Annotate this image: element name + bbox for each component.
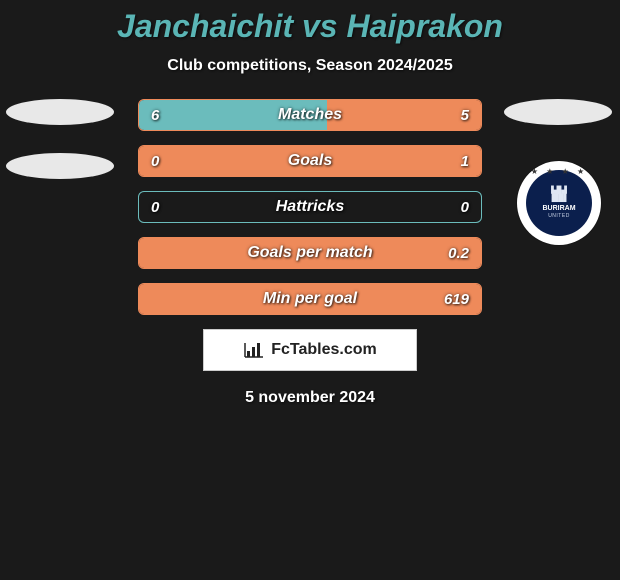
stat-label: Matches [139,106,481,124]
crest-team-sub: UNITED [548,213,570,219]
player-right-badges: ★ ★ ★ ★ ▙█▟▐██▌ BURIRAM UNITED [504,99,614,245]
crest-team-name: BURIRAM [542,205,575,212]
stat-value-right: 619 [444,291,469,308]
player-left-badges [6,99,116,207]
page-title: Janchaichit vs Haiprakon [0,0,620,45]
brand-box[interactable]: FcTables.com [203,329,417,371]
stat-row: 6Matches5 [138,99,482,131]
crest-stars-icon: ★ ★ ★ ★ [531,167,587,176]
left-ellipse-1 [6,99,114,125]
stat-label: Min per goal [139,290,481,308]
page-subtitle: Club competitions, Season 2024/2025 [0,57,620,75]
stat-row: Min per goal619 [138,283,482,315]
stat-label: Hattricks [139,198,481,216]
stat-rows: 6Matches50Goals10Hattricks0Goals per mat… [138,99,482,315]
right-ellipse-1 [504,99,612,125]
brand-text: FcTables.com [271,341,377,359]
stat-row: 0Goals1 [138,145,482,177]
stat-value-right: 0.2 [448,245,469,262]
comparison-container: ★ ★ ★ ★ ▙█▟▐██▌ BURIRAM UNITED 6Matches5… [0,99,620,407]
crest-inner: ▙█▟▐██▌ BURIRAM UNITED [526,170,592,236]
club-crest: ★ ★ ★ ★ ▙█▟▐██▌ BURIRAM UNITED [517,161,601,245]
stat-value-right: 0 [461,199,469,216]
snapshot-date: 5 november 2024 [0,389,620,407]
stat-row: Goals per match0.2 [138,237,482,269]
stat-row: 0Hattricks0 [138,191,482,223]
crest-castle-icon: ▙█▟▐██▌ [549,187,569,203]
stat-label: Goals per match [139,244,481,262]
left-ellipse-2 [6,153,114,179]
bar-chart-icon [243,341,265,359]
stat-label: Goals [139,152,481,170]
stat-value-right: 1 [461,153,469,170]
stat-value-right: 5 [461,107,469,124]
